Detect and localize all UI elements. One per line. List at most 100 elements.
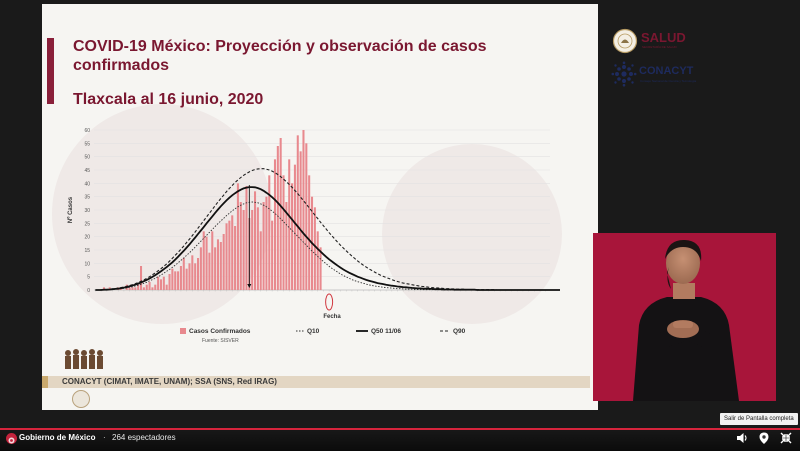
conacyt-logo-subtext: Consejo Nacional de Ciencia y Tecnología — [640, 79, 697, 83]
case-bar — [214, 247, 217, 290]
case-bar — [134, 287, 137, 290]
sign-language-interpreter-video — [593, 233, 776, 401]
interpreter-figure — [633, 239, 739, 401]
case-bar — [205, 236, 208, 290]
case-bar — [279, 138, 282, 290]
y-tick-label: 55 — [84, 141, 90, 147]
case-bar — [139, 266, 143, 290]
case-bar — [253, 191, 257, 290]
case-bar — [102, 287, 106, 290]
case-bar — [185, 268, 188, 290]
case-bar — [157, 276, 160, 290]
case-bar — [293, 164, 296, 290]
case-bar — [234, 226, 237, 290]
legend-swatch-cases — [180, 328, 186, 334]
salud-logo-text: SALUD — [641, 30, 686, 45]
case-bar — [262, 202, 265, 290]
progress-fill — [0, 428, 800, 430]
slide-title-line-2: confirmados — [73, 57, 170, 74]
slide-footer-edge — [42, 376, 48, 388]
case-bar — [182, 258, 185, 290]
case-bar — [168, 274, 171, 290]
separator-dot: · — [103, 433, 106, 442]
case-bar — [177, 271, 180, 290]
case-bar — [259, 231, 262, 290]
case-bar — [162, 276, 165, 290]
case-bar — [319, 247, 322, 290]
channel-name[interactable]: Gobierno de México — [19, 433, 96, 442]
case-bar — [282, 175, 285, 290]
case-bar — [199, 247, 202, 290]
slide-title-line-1: COVID-19 México: Proyección y observació… — [73, 38, 487, 55]
exit-fullscreen-tooltip: Salir de Pantalla completa — [720, 413, 798, 425]
y-tick-label: 25 — [84, 221, 90, 227]
historical-figures-icon — [65, 349, 103, 369]
exit-fullscreen-icon[interactable] — [779, 431, 793, 445]
legend-label-q90: Q90 — [453, 328, 466, 335]
case-bar — [216, 239, 220, 290]
y-tick-label: 45 — [84, 168, 90, 174]
chart-source: Fuente: SISVER — [202, 338, 239, 344]
case-bar — [145, 284, 148, 290]
case-bar — [128, 287, 131, 290]
slide-subtitle: Tlaxcala al 16 junio, 2020 — [73, 91, 264, 108]
y-tick-label: 60 — [84, 128, 90, 134]
covid-projection-chart: 0 5 10 15 20 25 30 35 40 45 50 55 60 Nº Casos Fecha Cas… — [68, 128, 560, 344]
y-axis-label: Nº Casos — [68, 196, 74, 223]
case-bar — [211, 231, 214, 290]
case-bar — [245, 186, 248, 290]
case-bar — [236, 183, 239, 290]
case-bar — [159, 279, 163, 290]
case-bar — [299, 151, 302, 290]
forecast-date-arrow — [247, 284, 252, 288]
case-bar — [313, 207, 316, 290]
case-bar — [316, 231, 319, 290]
legend-label-q10: Q10 — [307, 328, 320, 335]
y-tick-label: 5 — [87, 275, 90, 281]
y-tick-label: 35 — [84, 195, 90, 201]
case-bar — [285, 202, 288, 290]
case-bar — [231, 215, 234, 290]
case-bar — [288, 159, 291, 290]
legend-label-cases: Casos Confirmados — [189, 328, 251, 335]
case-bar — [151, 287, 154, 290]
case-bar — [225, 223, 228, 290]
volume-icon[interactable] — [735, 431, 749, 445]
case-bar — [222, 234, 225, 290]
case-bar — [208, 252, 211, 290]
y-tick-label: 50 — [84, 155, 90, 161]
channel-avatar[interactable] — [6, 433, 17, 444]
legend-label-q50: Q50 11/06 — [371, 328, 401, 335]
q90-line — [95, 168, 560, 291]
salud-logo: SALUD SECRETARÍA DE SALUD — [567, 27, 686, 55]
y-tick-label: 10 — [84, 261, 90, 267]
case-bar — [308, 175, 311, 290]
y-tick-label: 40 — [84, 181, 90, 187]
case-bar — [202, 231, 205, 290]
mexico-seal-icon — [8, 437, 15, 444]
case-bar — [256, 207, 259, 290]
case-bar — [137, 284, 140, 290]
salud-logo-subtext: SECRETARÍA DE SALUD — [642, 45, 677, 49]
slide-footer-band — [42, 376, 590, 388]
viewer-count: 264 espectadores — [112, 433, 176, 442]
x-axis-label: Fecha — [323, 314, 341, 320]
case-bar — [276, 146, 279, 290]
case-bar — [302, 130, 305, 290]
conacyt-logo-text: CONACYT — [639, 65, 694, 77]
q50-line — [95, 186, 560, 291]
y-tick-label: 15 — [84, 248, 90, 254]
location-icon[interactable] — [757, 431, 771, 445]
y-tick-label: 0 — [87, 288, 90, 294]
case-bar — [165, 284, 168, 290]
case-bar — [142, 287, 145, 290]
case-bar — [296, 135, 299, 290]
case-bar — [305, 143, 308, 290]
case-bar — [291, 183, 294, 290]
slide-footer-credits: CONACYT (CIMAT, IMATE, UNAM); SSA (SNS, … — [62, 377, 277, 386]
case-bar — [251, 210, 254, 290]
case-bar — [194, 263, 197, 290]
y-tick-label: 30 — [84, 208, 90, 214]
case-bar — [273, 159, 277, 290]
